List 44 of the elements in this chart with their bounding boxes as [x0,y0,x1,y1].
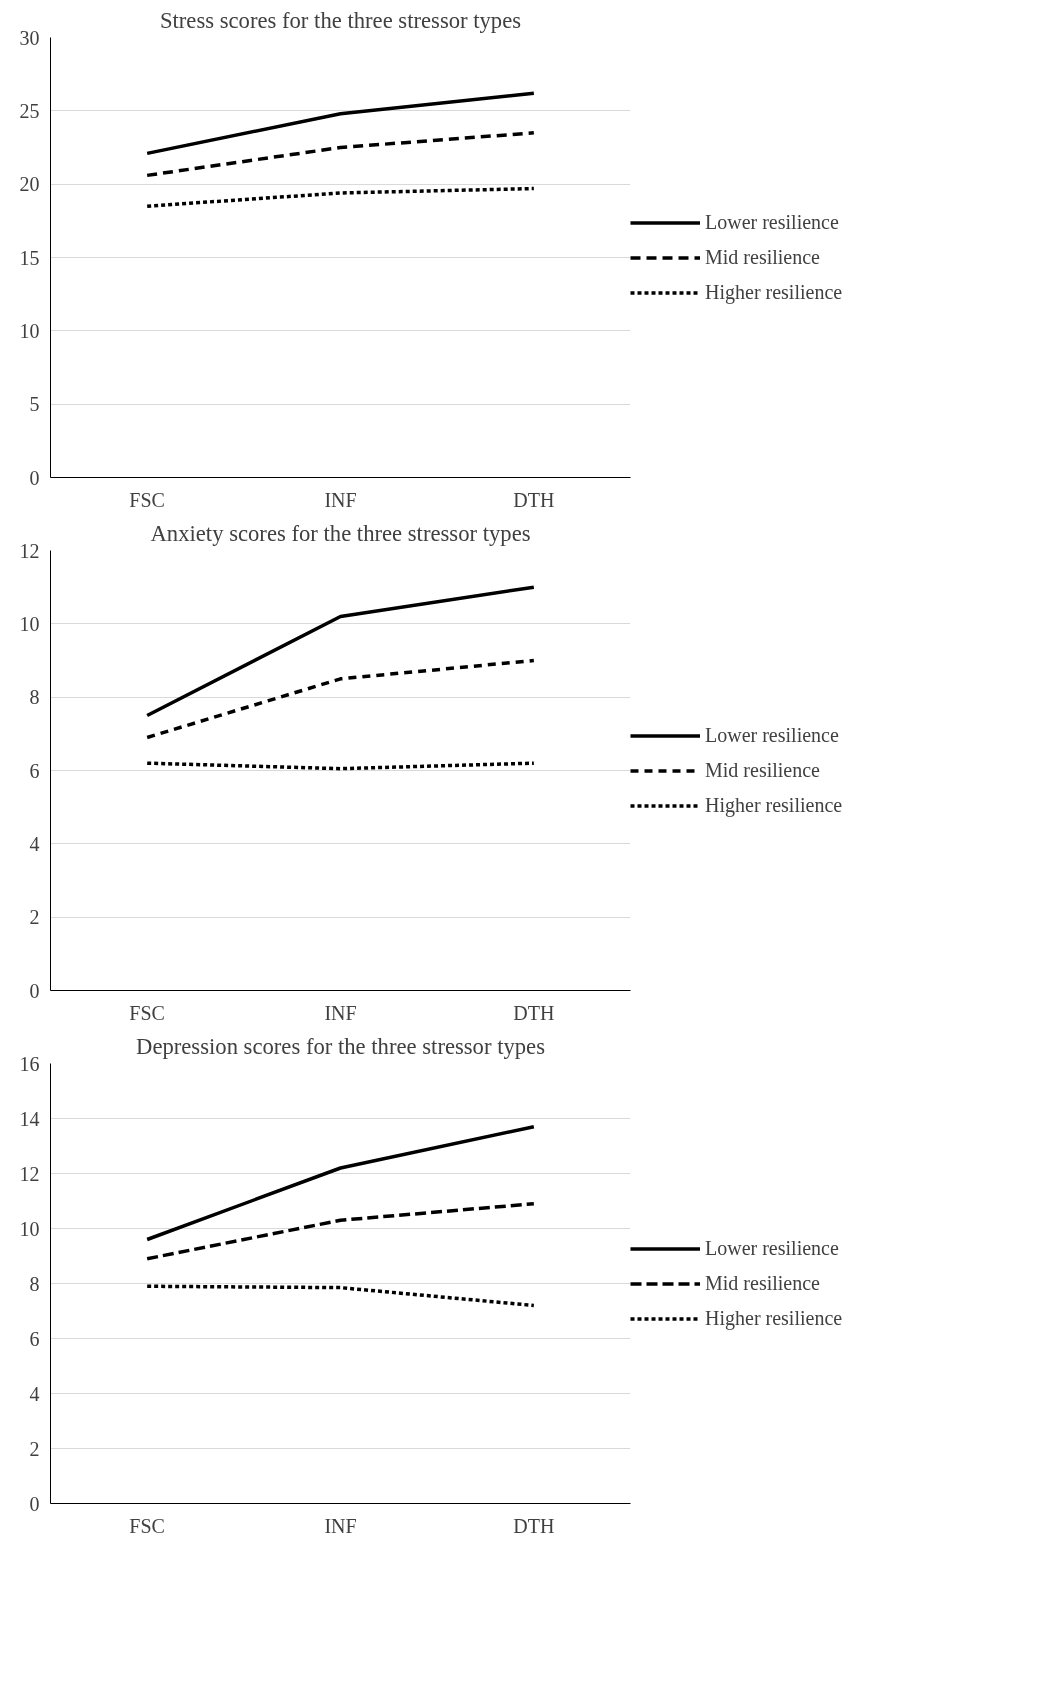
x-tick-label: INF [324,1514,357,1537]
y-tick-label: 0 [29,466,40,489]
legend-label: Higher resilience [705,1306,843,1330]
y-tick-label: 2 [29,1437,40,1460]
x-tick-label: INF [324,1001,357,1024]
y-tick-label: 12 [19,1162,40,1185]
y-tick-label: 14 [19,1107,40,1130]
chart-title: Anxiety scores for the three stressor types [150,520,531,546]
legend-label: Lower resilience [705,1236,839,1260]
y-tick-label: 8 [29,1272,40,1295]
y-tick-label: 20 [19,173,40,196]
y-tick-label: 6 [29,759,40,782]
legend-label: Lower resilience [705,210,839,234]
y-tick-label: 5 [29,393,40,416]
y-tick-label: 12 [19,539,40,562]
x-tick-label: DTH [513,1514,555,1537]
y-tick-label: 10 [19,319,40,342]
x-tick-label: DTH [513,488,555,511]
y-tick-label: 10 [19,1217,40,1240]
y-tick-label: 10 [19,612,40,635]
y-tick-label: 6 [29,1327,40,1350]
y-tick-label: 15 [19,246,40,269]
legend-label: Mid resilience [705,1271,820,1295]
chart-title: Depression scores for the three stressor types [136,1033,545,1059]
legend-label: Higher resilience [705,280,843,304]
x-tick-label: FSC [129,488,165,511]
y-tick-label: 2 [29,906,40,929]
y-tick-label: 25 [19,99,40,122]
y-tick-label: 4 [29,832,40,855]
legend-label: Mid resilience [705,758,820,782]
x-tick-label: DTH [513,1001,555,1024]
y-tick-label: 0 [29,1492,40,1515]
y-tick-label: 16 [19,1052,40,1075]
legend-label: Lower resilience [705,723,839,747]
y-tick-label: 4 [29,1382,40,1405]
y-tick-label: 30 [19,26,40,49]
x-tick-label: FSC [129,1514,165,1537]
legend-label: Higher resilience [705,793,843,817]
y-tick-label: 8 [29,686,40,709]
x-tick-label: FSC [129,1001,165,1024]
chart-title: Stress scores for the three stressor types [159,7,522,33]
x-tick-label: INF [324,488,357,511]
y-tick-label: 0 [29,979,40,1002]
legend-label: Mid resilience [705,245,820,269]
